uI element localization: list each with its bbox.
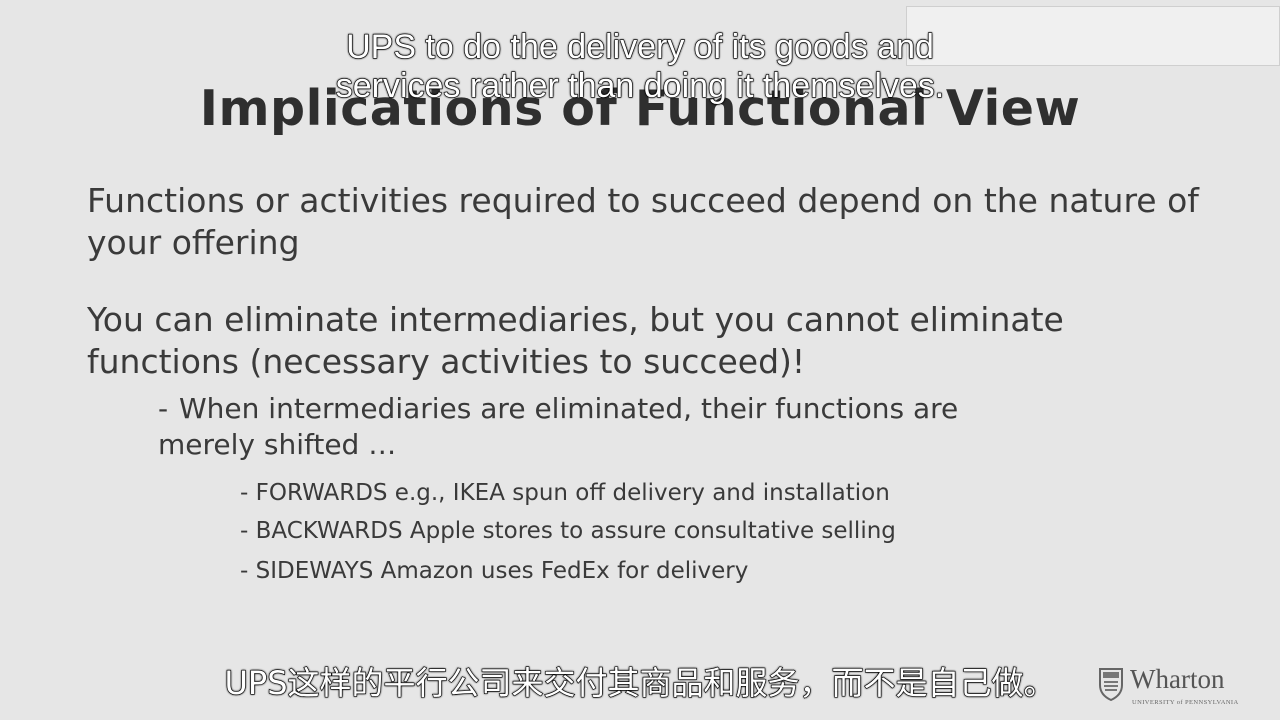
sub-bullet: - When intermediaries are eliminated, the… (158, 391, 1058, 463)
wharton-logo: Wharton (1098, 664, 1224, 704)
penn-shield-icon (1098, 667, 1124, 701)
sub-bullet-text: When intermediaries are eliminated, thei… (158, 392, 959, 461)
bullet-forwards: - FORWARDS e.g., IKEA spun off delivery … (240, 480, 890, 506)
wharton-subtitle: UNIVERSITY of PENNSYLVANIA (1132, 699, 1239, 706)
bullet-dash: - (158, 392, 169, 425)
bullet-backwards: - BACKWARDS Apple stores to assure consu… (240, 518, 896, 544)
subtitle-english-line1: UPS to do the delivery of its goods and (345, 27, 934, 66)
subtitle-chinese: UPS这样的平行公司来交付其商品和服务，而不是自己做。 (224, 663, 1056, 702)
paragraph-intermediaries: You can eliminate intermediaries, but yo… (87, 300, 1064, 381)
subtitle-english-line2: services rather than doing it themselves… (335, 66, 945, 105)
wharton-wordmark: Wharton (1130, 664, 1225, 694)
corner-overlay-panel (906, 6, 1280, 66)
bullet-sideways: - SIDEWAYS Amazon uses FedEx for deliver… (240, 558, 749, 584)
slide-title: Implications of Functional View (199, 80, 1081, 137)
paragraph-functions: Functions or activities required to succ… (87, 181, 1199, 262)
